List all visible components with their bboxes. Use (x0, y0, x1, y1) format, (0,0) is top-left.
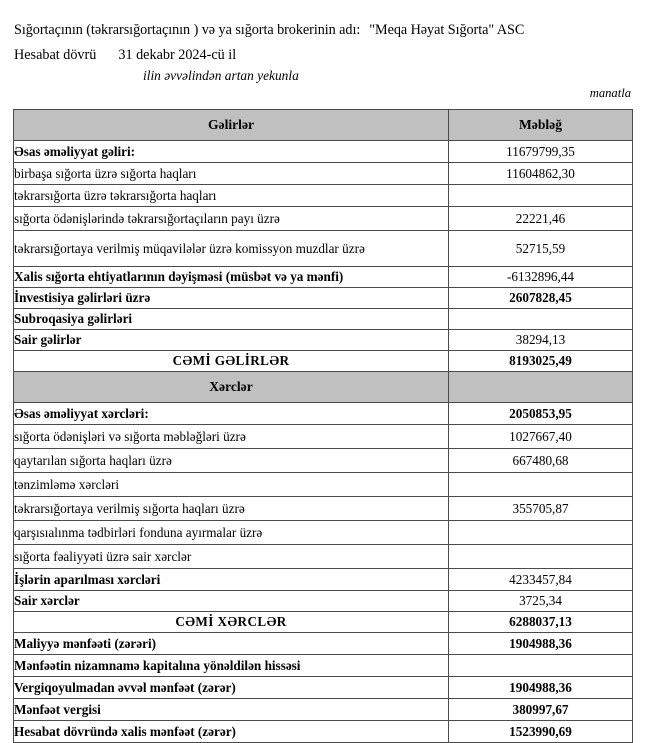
income-section-header-row: Gəlirlər Məbləğ (13, 109, 633, 141)
table-row: tənzimləmə xərcləri (13, 472, 633, 497)
row-label: Mənfəətin nizamnamə kapitalına yönəldilə… (13, 654, 449, 677)
row-label: sığorta ödənişlərində təkrarsığortaçılar… (13, 206, 449, 231)
income-header-label: Gəlirlər (13, 109, 449, 141)
row-label: təkrarsığorta üzrə təkrarsığorta haqları (13, 184, 449, 207)
table-row: Subroqasiya gəlirləri (13, 308, 633, 330)
row-label: Sair xərclər (13, 590, 449, 612)
insurer-name-line: Sığortaçının (təkrarsığortaçının ) və ya… (14, 22, 524, 39)
row-label: Əsas əməliyyat gəliri: (13, 140, 449, 163)
row-label: Əsas əməliyyat xərcləri: (13, 402, 449, 425)
row-value: 22221,46 (448, 206, 633, 231)
row-label: təkrarsığortaya verilmiş müqavilələr üzr… (13, 230, 449, 267)
row-value: 3725,34 (448, 590, 633, 612)
row-label: Mənfəət vergisi (13, 698, 449, 721)
row-value: 380997,67 (448, 698, 633, 721)
income-total-row: CƏMİ GƏLİRLƏR 8193025,49 (13, 350, 633, 372)
row-value: 4233457,84 (448, 568, 633, 591)
row-label: Sair gəlirlər (13, 329, 449, 351)
row-label: təkrarsığortaya verilmiş sığorta haqları… (13, 496, 449, 521)
row-value (448, 654, 633, 677)
table-row: Hesabat dövründə xalis mənfəət (zərər) 1… (13, 720, 633, 743)
table-row: Sair xərclər 3725,34 (13, 590, 633, 612)
row-value (448, 472, 633, 497)
expense-header-label: Xərclər (13, 371, 449, 403)
table-row: İnvestisiya gəlirləri üzrə 2607828,45 (13, 287, 633, 309)
financial-statement-page: Sığortaçının (təkrarsığortaçının ) və ya… (13, 22, 633, 743)
row-value: 667480,68 (448, 448, 633, 473)
expense-total-row: CƏMİ XƏRCLƏR 6288037,13 (13, 611, 633, 633)
expense-section-header-row: Xərclər (13, 371, 633, 403)
row-label: Maliyyə mənfəəti (zərəri) (13, 632, 449, 655)
row-value (448, 544, 633, 569)
income-total-value: 8193025,49 (448, 350, 633, 372)
row-value: 11604862,30 (448, 162, 633, 185)
row-label: qaytarılan sığorta haqları üzrə (13, 448, 449, 473)
row-label: Subroqasiya gəlirləri (13, 308, 449, 330)
row-value: 11679799,35 (448, 140, 633, 163)
row-value: 355705,87 (448, 496, 633, 521)
row-value: 38294,13 (448, 329, 633, 351)
table-row: Sair gəlirlər 38294,13 (13, 329, 633, 351)
row-value: 1027667,40 (448, 424, 633, 449)
expense-total-label: CƏMİ XƏRCLƏR (13, 611, 449, 633)
expense-header-amount-label (448, 371, 633, 403)
table-row: Mənfəət vergisi 380997,67 (13, 698, 633, 721)
reporting-period-line: Hesabat dövrü 31 dekabr 2024-cü il (14, 47, 236, 64)
table-row: sığorta ödənişlərində təkrarsığortaçılar… (13, 206, 633, 231)
cumulative-note: ilin əvvəlindən artan yekunla (143, 68, 299, 83)
table-row: qarşısıalınma tədbirləri fonduna ayırmal… (13, 520, 633, 545)
table-row: qaytarılan sığorta haqları üzrə 667480,6… (13, 448, 633, 473)
row-value: 1904988,36 (448, 632, 633, 655)
financial-table-body: Gəlirlər Məbləğ Əsas əməliyyat gəliri: 1… (13, 109, 633, 743)
table-row: sığorta ödənişləri və sığorta məbləğləri… (13, 424, 633, 449)
insurer-name-label: Sığortaçının (təkrarsığortaçının ) və ya… (14, 22, 361, 38)
row-label: Hesabat dövründə xalis mənfəət (zərər) (13, 720, 449, 743)
table-row: Maliyyə mənfəəti (zərəri) 1904988,36 (13, 632, 633, 655)
income-total-label: CƏMİ GƏLİRLƏR (13, 350, 449, 372)
table-row: Əsas əməliyyat gəliri: 11679799,35 (13, 140, 633, 163)
row-value (448, 308, 633, 330)
row-label: sığorta fəaliyyəti üzrə sair xərclər (13, 544, 449, 569)
financial-table-wrapper: Gəlirlər Məbləğ Əsas əməliyyat gəliri: 1… (13, 109, 633, 743)
row-label: Xalis sığorta ehtiyatlarının dəyişməsi (… (13, 266, 449, 288)
table-row: birbaşa sığorta üzrə sığorta haqları 116… (13, 162, 633, 185)
row-value: 2050853,95 (448, 402, 633, 425)
row-value: -6132896,44 (448, 266, 633, 288)
row-value: 1523990,69 (448, 720, 633, 743)
table-row: Əsas əməliyyat xərcləri: 2050853,95 (13, 402, 633, 425)
row-value: 52715,59 (448, 230, 633, 267)
row-label: İşlərin aparılması xərcləri (13, 568, 449, 591)
table-row: İşlərin aparılması xərcləri 4233457,84 (13, 568, 633, 591)
row-label: İnvestisiya gəlirləri üzrə (13, 287, 449, 309)
reporting-period-label: Hesabat dövrü (14, 47, 97, 63)
table-row: Mənfəətin nizamnamə kapitalına yönəldilə… (13, 654, 633, 677)
financial-table: Gəlirlər Məbləğ Əsas əməliyyat gəliri: 1… (13, 109, 633, 743)
table-row: təkrarsığortaya verilmiş sığorta haqları… (13, 496, 633, 521)
row-value (448, 520, 633, 545)
table-row: Vergiqoyulmadan əvvəl mənfəət (zərər) 19… (13, 676, 633, 699)
row-value (448, 184, 633, 207)
expense-total-value: 6288037,13 (448, 611, 633, 633)
table-row: təkrarsığortaya verilmiş müqavilələr üzr… (13, 230, 633, 267)
row-label: qarşısıalınma tədbirləri fonduna ayırmal… (13, 520, 449, 545)
income-header-amount-label: Məbləğ (448, 109, 633, 141)
insurer-company-name: "Meqa Həyat Sığorta" ASC (369, 22, 525, 38)
row-label: Vergiqoyulmadan əvvəl mənfəət (zərər) (13, 676, 449, 699)
row-label: birbaşa sığorta üzrə sığorta haqları (13, 162, 449, 185)
table-row: sığorta fəaliyyəti üzrə sair xərclər (13, 544, 633, 569)
currency-unit-label: manatla (589, 86, 631, 100)
table-row: təkrarsığorta üzrə təkrarsığorta haqları (13, 184, 633, 207)
row-value: 2607828,45 (448, 287, 633, 309)
reporting-period-value: 31 dekabr 2024-cü il (118, 47, 237, 63)
row-value: 1904988,36 (448, 676, 633, 699)
row-label: tənzimləmə xərcləri (13, 472, 449, 497)
row-label: sığorta ödənişləri və sığorta məbləğləri… (13, 424, 449, 449)
table-row: Xalis sığorta ehtiyatlarının dəyişməsi (… (13, 266, 633, 288)
